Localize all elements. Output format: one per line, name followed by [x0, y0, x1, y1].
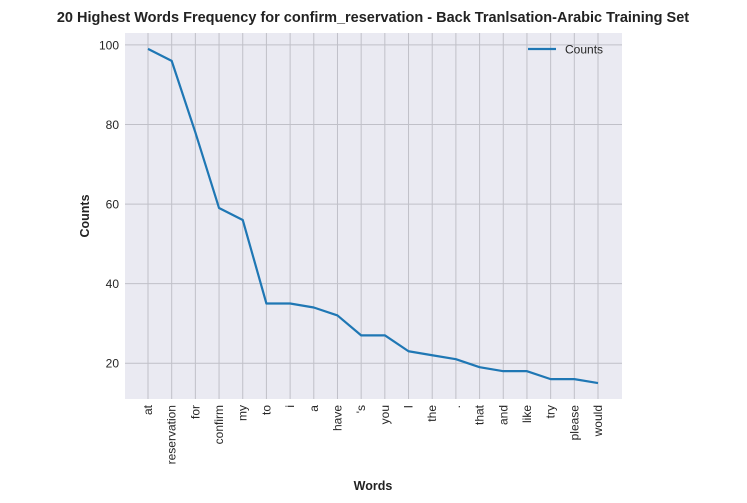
series-line-counts: [147, 47, 599, 385]
x-tick-label: to: [259, 405, 273, 415]
x-tick-label: confirm: [212, 405, 226, 444]
x-tick-label: the: [425, 405, 439, 422]
y-tick-label: 40: [106, 277, 120, 291]
x-tick-label: please: [567, 405, 581, 441]
x-tick-label: my: [236, 405, 250, 421]
x-tick-label: 's: [354, 405, 368, 413]
x-tick-label: that: [473, 404, 487, 425]
x-tick-label: try: [544, 405, 558, 418]
x-tick-label: i: [283, 405, 297, 408]
y-tick-label: 20: [106, 357, 120, 371]
x-tick-label: and: [496, 405, 510, 425]
y-tick-label: 60: [106, 198, 120, 212]
x-tick-label: .: [449, 405, 463, 408]
x-tick-label: at: [141, 404, 155, 415]
legend: Counts: [528, 43, 603, 57]
chart-title: 20 Highest Words Frequency for confirm_r…: [57, 10, 689, 26]
plot-area: [125, 33, 622, 399]
x-tick-label: would: [591, 405, 605, 437]
legend-label: Counts: [565, 43, 603, 57]
grid: [125, 33, 622, 399]
y-ticks: 20 40 60 80 100: [99, 38, 119, 370]
x-tick-label: I: [402, 405, 416, 408]
x-tick-label: like: [520, 405, 534, 423]
x-tick-label: have: [330, 405, 344, 431]
x-tick-label: reservation: [165, 405, 179, 464]
y-tick-label: 80: [106, 118, 120, 132]
x-axis-label: Words: [354, 479, 393, 493]
x-tick-label: you: [378, 405, 392, 424]
x-tick-label: a: [307, 405, 321, 412]
y-tick-label: 100: [99, 38, 119, 52]
x-tick-label: for: [188, 405, 202, 419]
y-axis-label: Counts: [78, 194, 92, 237]
